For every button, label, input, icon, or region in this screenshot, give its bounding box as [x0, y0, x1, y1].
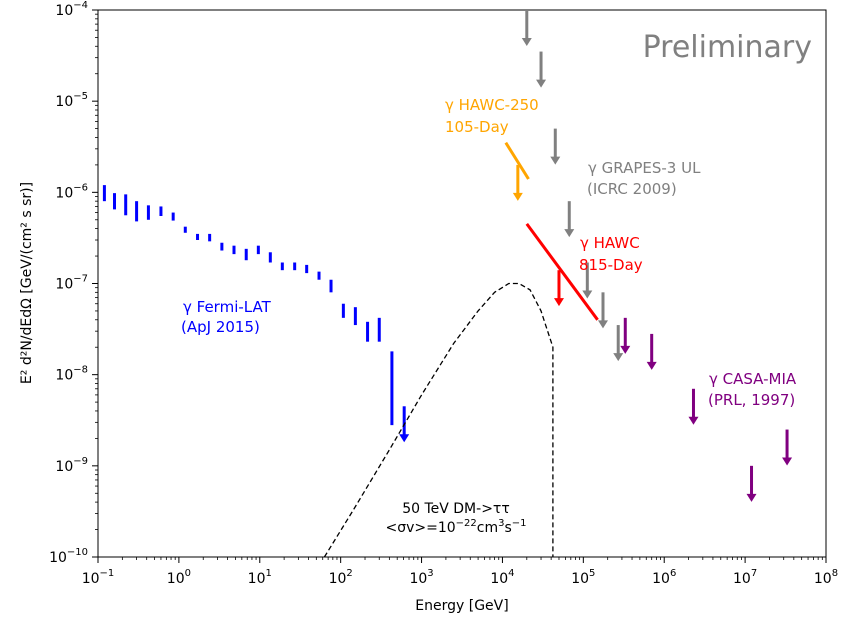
annotation-hawc815: γ HAWC 815-Day: [579, 234, 643, 274]
hawc-250-upper-limit-head: [512, 192, 523, 201]
grapes-3-ul-upper-limit-head: [521, 38, 532, 46]
x-tick-label: 106: [652, 568, 676, 587]
annotation-hawc250-line1: γ HAWC-250: [445, 96, 539, 114]
y-tick-label: 10−4: [55, 0, 88, 19]
x-tick-label: 103: [409, 568, 433, 587]
annotation-grapes: γ GRAPES-3 UL (ICRC 2009): [587, 159, 701, 198]
watermark-preliminary: Preliminary: [643, 30, 812, 65]
grapes-3-ul-upper-limit-head: [613, 353, 624, 362]
x-tick-label: 104: [490, 568, 514, 587]
annotation-dm: 50 TeV DM->ττ <σv>=10−22cm3s−1: [385, 501, 526, 536]
dm-sv-prefix: <σv>=10: [385, 520, 455, 536]
dm-sv-unit-cm: cm: [477, 520, 498, 536]
fermi-lat-upper-limit-head: [399, 434, 410, 443]
annotation-casa-line1: γ CASA-MIA: [709, 370, 797, 388]
dm-sv-unit-s: s: [504, 520, 511, 536]
y-tick-label: 10−7: [55, 274, 88, 293]
annotation-hawc815-line1: γ HAWC: [580, 234, 640, 252]
annotation-hawc815-line2: 815-Day: [579, 256, 643, 274]
hawc-spectrum-line: [525, 223, 599, 321]
annotation-grapes-line2: (ICRC 2009): [587, 180, 677, 198]
annotation-hawc250-line2: 105-Day: [445, 118, 509, 136]
plot-content: [102, 10, 793, 557]
casa-mia-upper-limit-head: [646, 361, 657, 370]
annotation-fermi-line2: (ApJ 2015): [181, 318, 260, 336]
y-tick-label: 10−8: [55, 365, 88, 384]
annotation-fermi: γ Fermi-LAT (ApJ 2015): [181, 298, 272, 336]
casa-mia-upper-limit-head: [688, 416, 699, 425]
casa-mia-upper-limit-head: [746, 493, 757, 502]
y-axis-label: E² d²N/dEdΩ [GeV/(cm² s sr)]: [19, 182, 35, 384]
x-tick-label: 102: [329, 568, 353, 587]
y-tick-label: 10−6: [55, 182, 88, 201]
annotation-casa: γ CASA-MIA (PRL, 1997): [708, 370, 797, 409]
grapes-3-ul-upper-limit-head: [564, 229, 575, 238]
hawc-upper-limit-head: [553, 298, 564, 307]
plot-frame: [97, 9, 827, 558]
casa-mia-upper-limit-head: [782, 457, 793, 466]
dm-sv-exp2: 3: [498, 518, 504, 529]
y-tick-label: 10−10: [49, 547, 88, 566]
dm-spectrum-curve: [323, 282, 554, 557]
grapes-3-ul-upper-limit-head: [597, 320, 608, 329]
grapes-3-ul-upper-limit-head: [536, 79, 547, 88]
tick-group: 10−1 100 101 102 103 104 105 106 107 108 10−10 10−9…: [49, 0, 838, 587]
annotation-casa-line2: (PRL, 1997): [708, 391, 795, 409]
dm-sv-exp1: −22: [456, 518, 477, 529]
x-tick-label: 105: [571, 568, 595, 587]
grapes-3-ul-upper-limit-head: [582, 290, 593, 299]
annotation-dm-line2: <σv>=10−22cm3s−1: [385, 518, 526, 536]
annotation-fermi-line1: γ Fermi-LAT: [183, 298, 272, 316]
casa-mia-upper-limit-head: [620, 345, 631, 354]
annotation-dm-line1: 50 TeV DM->ττ: [402, 501, 510, 517]
annotation-hawc250: γ HAWC-250 105-Day: [445, 96, 539, 136]
annotation-grapes-line1: γ GRAPES-3 UL: [588, 159, 701, 177]
x-tick-label: 10−1: [82, 568, 115, 587]
y-tick-label: 10−5: [55, 91, 88, 110]
x-axis-label: Energy [GeV]: [415, 598, 508, 614]
grapes-3-ul-upper-limit-head: [550, 156, 561, 165]
x-tick-label: 100: [167, 568, 191, 587]
hawc-250-spectrum-line: [504, 141, 530, 180]
x-tick-label: 107: [733, 568, 757, 587]
y-tick-label: 10−9: [55, 456, 88, 475]
dm-sv-exp3: −1: [512, 518, 527, 529]
x-tick-label: 101: [248, 568, 272, 587]
x-tick-label: 108: [814, 568, 838, 587]
